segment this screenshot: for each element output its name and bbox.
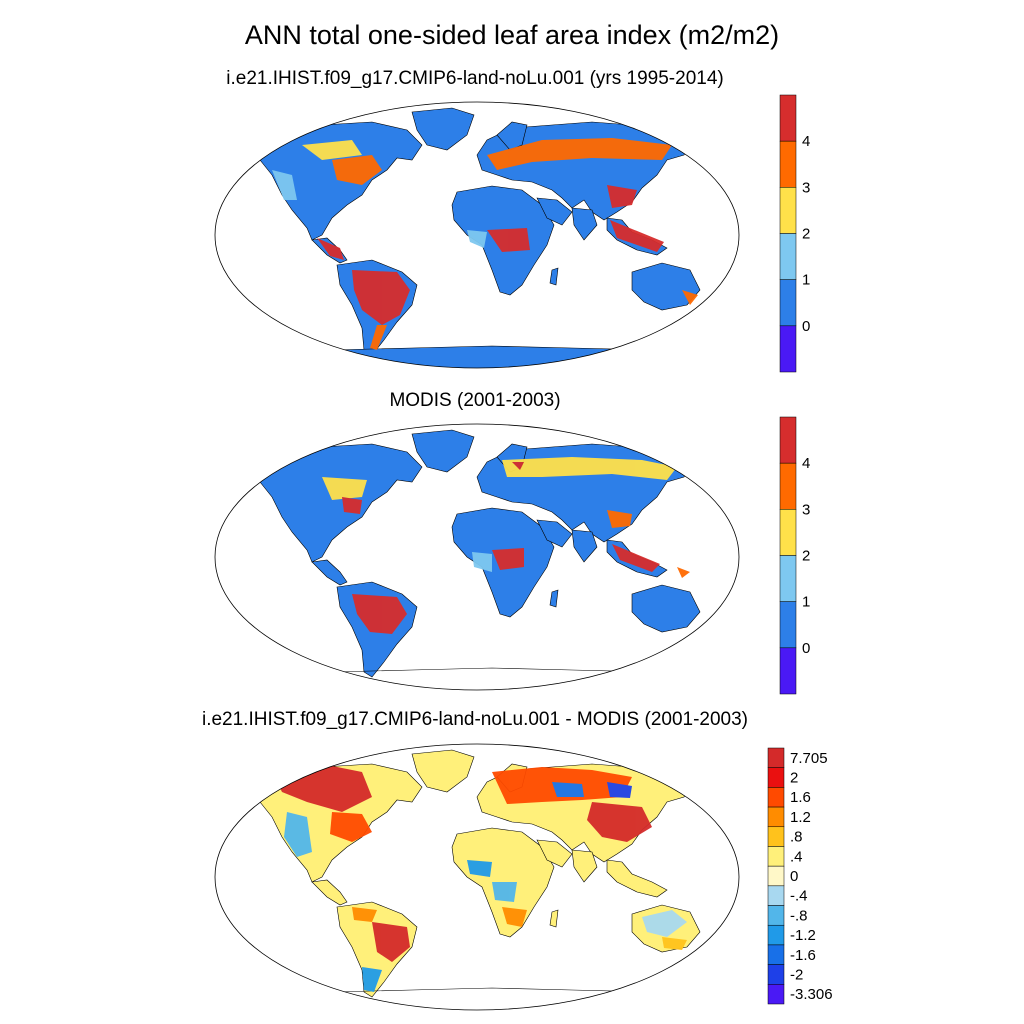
colorbar-box	[767, 905, 785, 926]
colorbar-box	[779, 462, 797, 510]
colorbar-box	[779, 233, 797, 280]
colorbar-label: 1.2	[790, 809, 811, 826]
colorbar-panel-1: 4 3 2 1 0	[779, 94, 810, 373]
colorbar-box	[779, 325, 797, 373]
colorbar-label: 0	[790, 868, 798, 885]
main-title: ANN total one-sided leaf area index (m2/…	[244, 20, 780, 50]
colorbar-box	[779, 416, 797, 464]
colorbar-panel-3: 7.705 2 1.6 1.2 .8 .4 0 -.4 -.8 -1.2 -1.6 -2 -3.306	[767, 747, 833, 1005]
colorbar-label: -2	[790, 966, 803, 983]
colorbar-label: 3	[802, 501, 810, 518]
panel-1-title: i.e21.IHIST.f09_g17.CMIP6-land-noLu.001 …	[226, 68, 724, 89]
colorbar-label: -3.306	[790, 986, 833, 1003]
colorbar-box	[779, 140, 797, 188]
colorbar-box	[779, 279, 797, 327]
colorbar-label: 0	[802, 318, 810, 335]
colorbar-label: 7.705	[790, 750, 828, 767]
colorbar-label: 0	[802, 640, 810, 657]
colorbar-label: 1	[802, 594, 810, 611]
colorbar-label: 2	[802, 548, 810, 565]
colorbar-label: .4	[790, 848, 803, 865]
map-panel-3	[214, 743, 740, 1011]
colorbar-label: -1.6	[790, 947, 816, 964]
colorbar-box	[779, 601, 797, 649]
colorbar-label: .8	[790, 829, 803, 846]
colorbar-box	[779, 509, 797, 556]
colorbar-box	[779, 555, 797, 602]
colorbar-box	[767, 767, 785, 788]
colorbar-box	[767, 806, 785, 828]
colorbar-box	[767, 787, 785, 808]
colorbar-label: -1.2	[790, 927, 816, 944]
colorbar-label: 3	[802, 179, 810, 196]
colorbar-label: 2	[790, 770, 798, 787]
colorbar-box	[767, 964, 785, 985]
colorbar-box	[767, 924, 785, 946]
colorbar-label: -.8	[790, 907, 808, 924]
colorbar-box	[767, 826, 785, 847]
colorbar-box	[779, 647, 797, 695]
colorbar-box	[779, 94, 797, 142]
colorbar-box	[767, 984, 785, 1005]
colorbar-label: 1.6	[790, 789, 811, 806]
map-panel-2	[214, 423, 740, 691]
colorbar-box	[767, 944, 785, 965]
colorbar-box	[767, 865, 785, 887]
colorbar-label: 4	[802, 455, 810, 472]
colorbar-label: 1	[802, 272, 810, 289]
panel-3-title: i.e21.IHIST.f09_g17.CMIP6-land-noLu.001 …	[201, 709, 749, 730]
colorbar-label: -.4	[790, 888, 808, 905]
colorbar-box	[767, 885, 785, 906]
map-panel-1	[214, 101, 740, 369]
colorbar-panel-2: 4 3 2 1 0	[779, 416, 810, 695]
colorbar-label: 2	[802, 226, 810, 243]
colorbar-box	[767, 747, 785, 768]
colorbar-box	[779, 187, 797, 234]
colorbar-label: 4	[802, 133, 810, 150]
colorbar-box	[767, 846, 785, 867]
panel-2-title: MODIS (2001-2003)	[389, 390, 561, 411]
